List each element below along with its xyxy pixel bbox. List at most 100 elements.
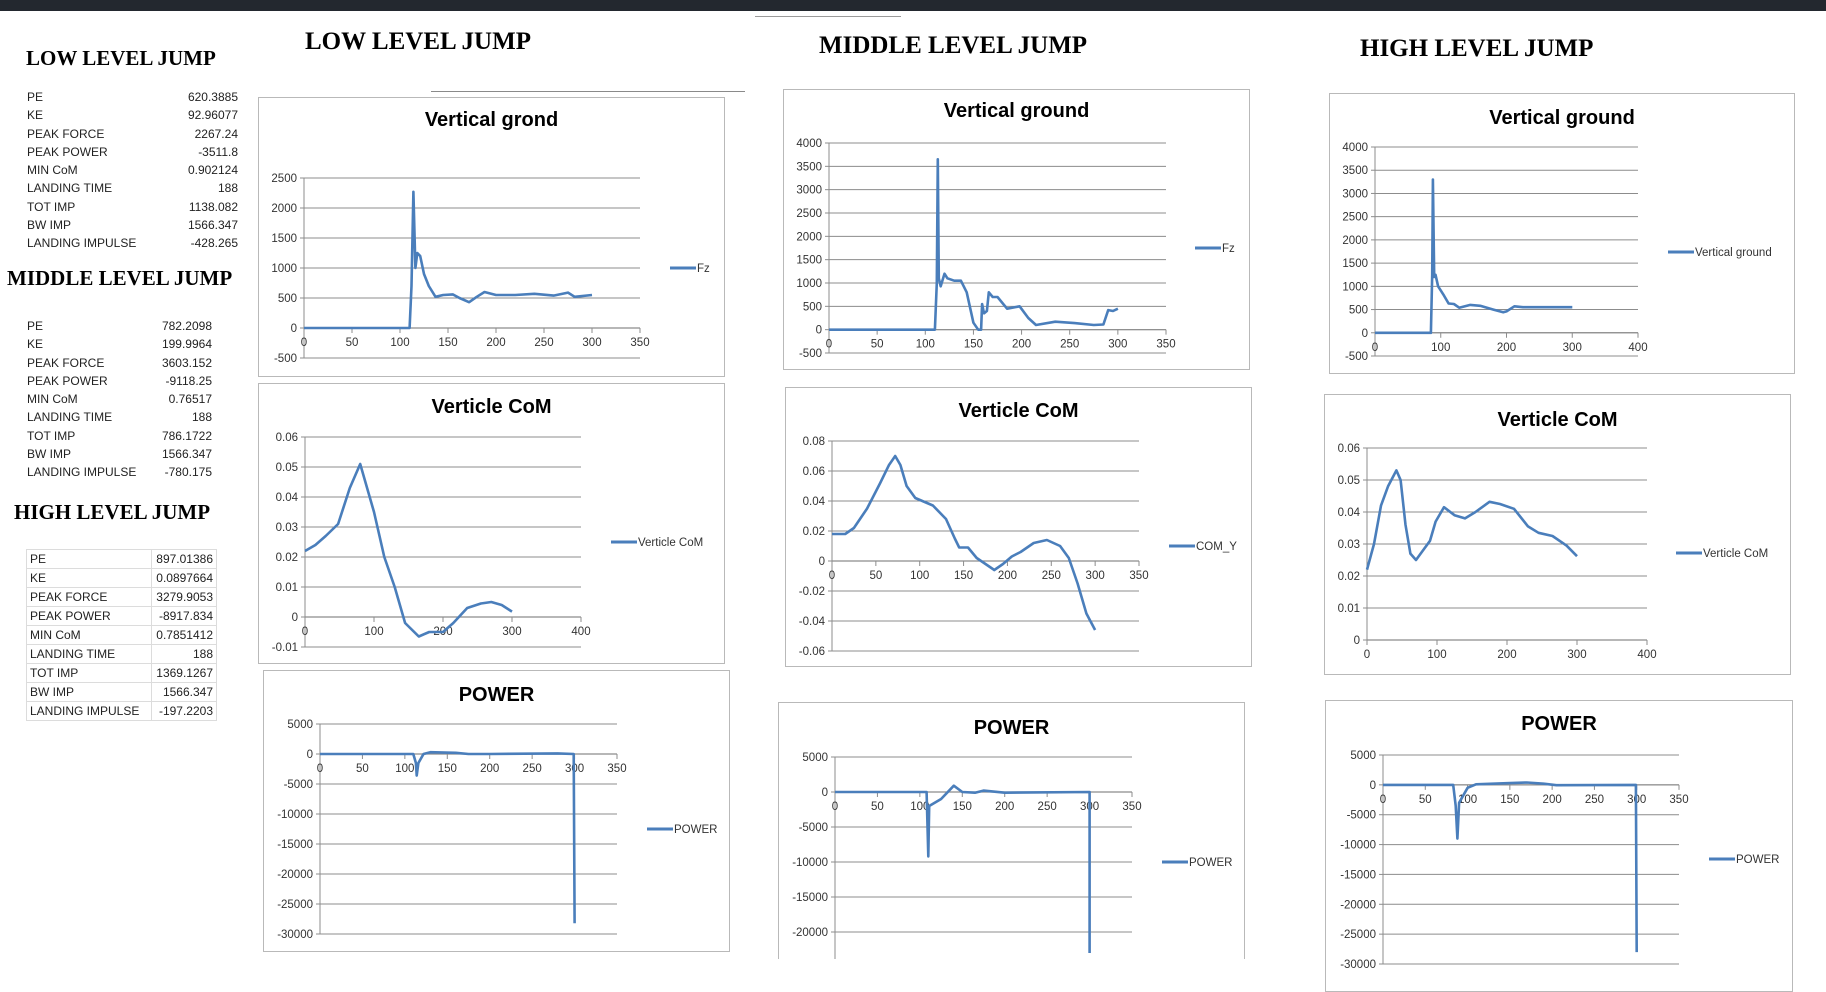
- stat-row: MIN CoM 0.7851412: [26, 625, 217, 645]
- stat-row: PE 897.01386: [26, 549, 217, 569]
- y-tick-label: -0.02: [799, 586, 825, 598]
- x-tick-label: 150: [954, 570, 973, 582]
- y-tick-label: 0.08: [803, 436, 825, 448]
- x-tick-label: 200: [1497, 342, 1516, 354]
- stat-value: 0.76517: [168, 392, 212, 407]
- stat-value: 1566.347: [187, 218, 238, 233]
- stat-row: LANDING IMPULSE -197.2203: [26, 701, 217, 721]
- chart-low-power: POWER -30000 -25000 -20000 -15000 -10000 -5000…: [263, 670, 730, 952]
- stat-value: -9118.25: [165, 373, 212, 388]
- y-tick-label: 1000: [796, 278, 822, 290]
- stat-value: 3603.152: [161, 355, 212, 370]
- y-tick-label: 0: [307, 749, 313, 761]
- stat-row: LANDING IMPULSE -428.265: [27, 234, 238, 252]
- stat-label: KE: [27, 108, 44, 123]
- x-tick-label: 100: [916, 339, 935, 351]
- stat-value: 2267.24: [194, 126, 238, 141]
- y-tick-label: 0: [822, 787, 828, 799]
- x-tick-label: 200: [995, 801, 1014, 813]
- y-tick-label: 0.02: [803, 526, 825, 538]
- stat-label: TOT IMP: [27, 428, 76, 443]
- y-tick-label: -20000: [1340, 899, 1376, 911]
- stat-value: -197.2203: [151, 701, 217, 721]
- series-line-power: [320, 750, 576, 924]
- x-tick-label: 350: [1122, 801, 1141, 813]
- y-tick-label: -0.04: [799, 616, 826, 628]
- stat-row: MIN CoM 0.76517: [27, 390, 212, 408]
- y-tick-label: 0.04: [803, 496, 826, 508]
- chart-plot: -500 0 500 1000 1500 2000 2500 3000 3500 4000 0 100…: [1342, 142, 1771, 363]
- sidebar-heading-low: LOW LEVEL JUMP: [26, 46, 216, 70]
- chart-high-power: POWER -30000 -25000 -20000 -15000 -10000 -5000…: [1325, 700, 1793, 992]
- stat-value: 188: [151, 644, 217, 664]
- stat-label: LANDING TIME: [27, 410, 113, 425]
- stat-label: PEAK FORCE: [26, 587, 152, 607]
- y-tick-label: -5000: [284, 779, 313, 791]
- y-tick-label: 0.06: [276, 432, 298, 444]
- x-tick-label: 250: [1060, 339, 1079, 351]
- stat-label: PEAK FORCE: [27, 126, 105, 141]
- x-tick-label: 300: [502, 626, 521, 638]
- stat-row: PE 620.3885: [27, 88, 238, 106]
- legend-label: Verticle CoM: [638, 537, 703, 549]
- y-tick-label: -5000: [799, 822, 828, 834]
- chart-plot: -0.06 -0.04 -0.02 0 0.02 0.04 0.06 0.08 0 50 100 15…: [799, 436, 1237, 658]
- y-tick-label: -25000: [1340, 929, 1376, 941]
- y-tick-label: 0: [292, 612, 298, 624]
- series-line-vertical-ground: [1375, 178, 1573, 335]
- stat-row: BW IMP 1566.347: [26, 682, 217, 702]
- x-tick-label: 0: [301, 337, 307, 349]
- y-tick-label: 1500: [796, 255, 822, 267]
- y-tick-label: -500: [274, 353, 297, 365]
- series-line-verticle-com: [304, 462, 513, 638]
- series-line-verticle-com: [1365, 469, 1578, 570]
- x-tick-label: 100: [390, 337, 409, 349]
- x-tick-label: 100: [910, 801, 929, 813]
- legend-label: Fz: [697, 263, 710, 275]
- y-tick-label: -500: [799, 348, 822, 360]
- x-tick-label: 200: [1497, 649, 1516, 661]
- series-line-power: [835, 784, 1091, 953]
- x-tick-label: 300: [1108, 339, 1127, 351]
- x-tick-label: 0: [302, 626, 308, 638]
- stat-label: LANDING TIME: [26, 644, 152, 664]
- x-tick-label: 250: [534, 337, 553, 349]
- x-tick-label: 0: [1380, 794, 1386, 806]
- stat-label: BW IMP: [26, 682, 152, 702]
- stat-value: 1369.1267: [151, 663, 217, 683]
- x-tick-label: 350: [1156, 339, 1175, 351]
- x-tick-label: 150: [438, 763, 457, 775]
- x-tick-label: 100: [1431, 342, 1450, 354]
- window-top-bar: [0, 0, 1826, 11]
- y-tick-label: 1000: [1342, 281, 1368, 293]
- stat-label: MIN CoM: [27, 392, 78, 407]
- stat-value: 620.3885: [187, 90, 238, 104]
- stat-row: KE 0.0897664: [26, 568, 217, 588]
- chart-plot: -30000 -25000 -20000 -15000 -10000 -5000 0 5000…: [1340, 750, 1779, 971]
- stat-row: LANDING IMPULSE -780.175: [27, 463, 212, 481]
- y-tick-label: 0: [1354, 635, 1360, 647]
- legend-label: POWER: [1189, 857, 1232, 869]
- chart-plot: -30000 -25000 -20000 -15000 -10000 -5000 0 5000…: [277, 719, 717, 941]
- stat-label: PEAK POWER: [27, 373, 108, 388]
- y-tick-label: 3000: [1342, 188, 1368, 200]
- stat-row: KE 92.96077: [27, 106, 238, 124]
- x-tick-label: 400: [571, 626, 590, 638]
- stat-value: 1566.347: [151, 682, 217, 702]
- y-tick-label: 0.05: [276, 462, 298, 474]
- x-tick-label: 200: [998, 570, 1017, 582]
- stat-label: PE: [26, 549, 152, 569]
- y-tick-label: 3000: [796, 185, 822, 197]
- stat-label: PE: [27, 319, 44, 333]
- y-tick-label: 0: [1362, 328, 1368, 340]
- y-tick-label: -25000: [277, 899, 313, 911]
- y-tick-label: -20000: [792, 927, 828, 939]
- chart-plot: 0 0.01 0.02 0.03 0.04 0.05 0.06 0 100 200 300 400 Ve…: [1338, 443, 1769, 661]
- stat-value: -428.265: [190, 236, 238, 251]
- x-tick-label: 300: [582, 337, 601, 349]
- y-tick-label: 1500: [1342, 258, 1368, 270]
- stat-row: PEAK POWER -9118.25: [27, 372, 212, 390]
- stat-row: KE 199.9964: [27, 335, 212, 353]
- chart-title: POWER: [973, 717, 1050, 739]
- x-tick-label: 50: [346, 337, 359, 349]
